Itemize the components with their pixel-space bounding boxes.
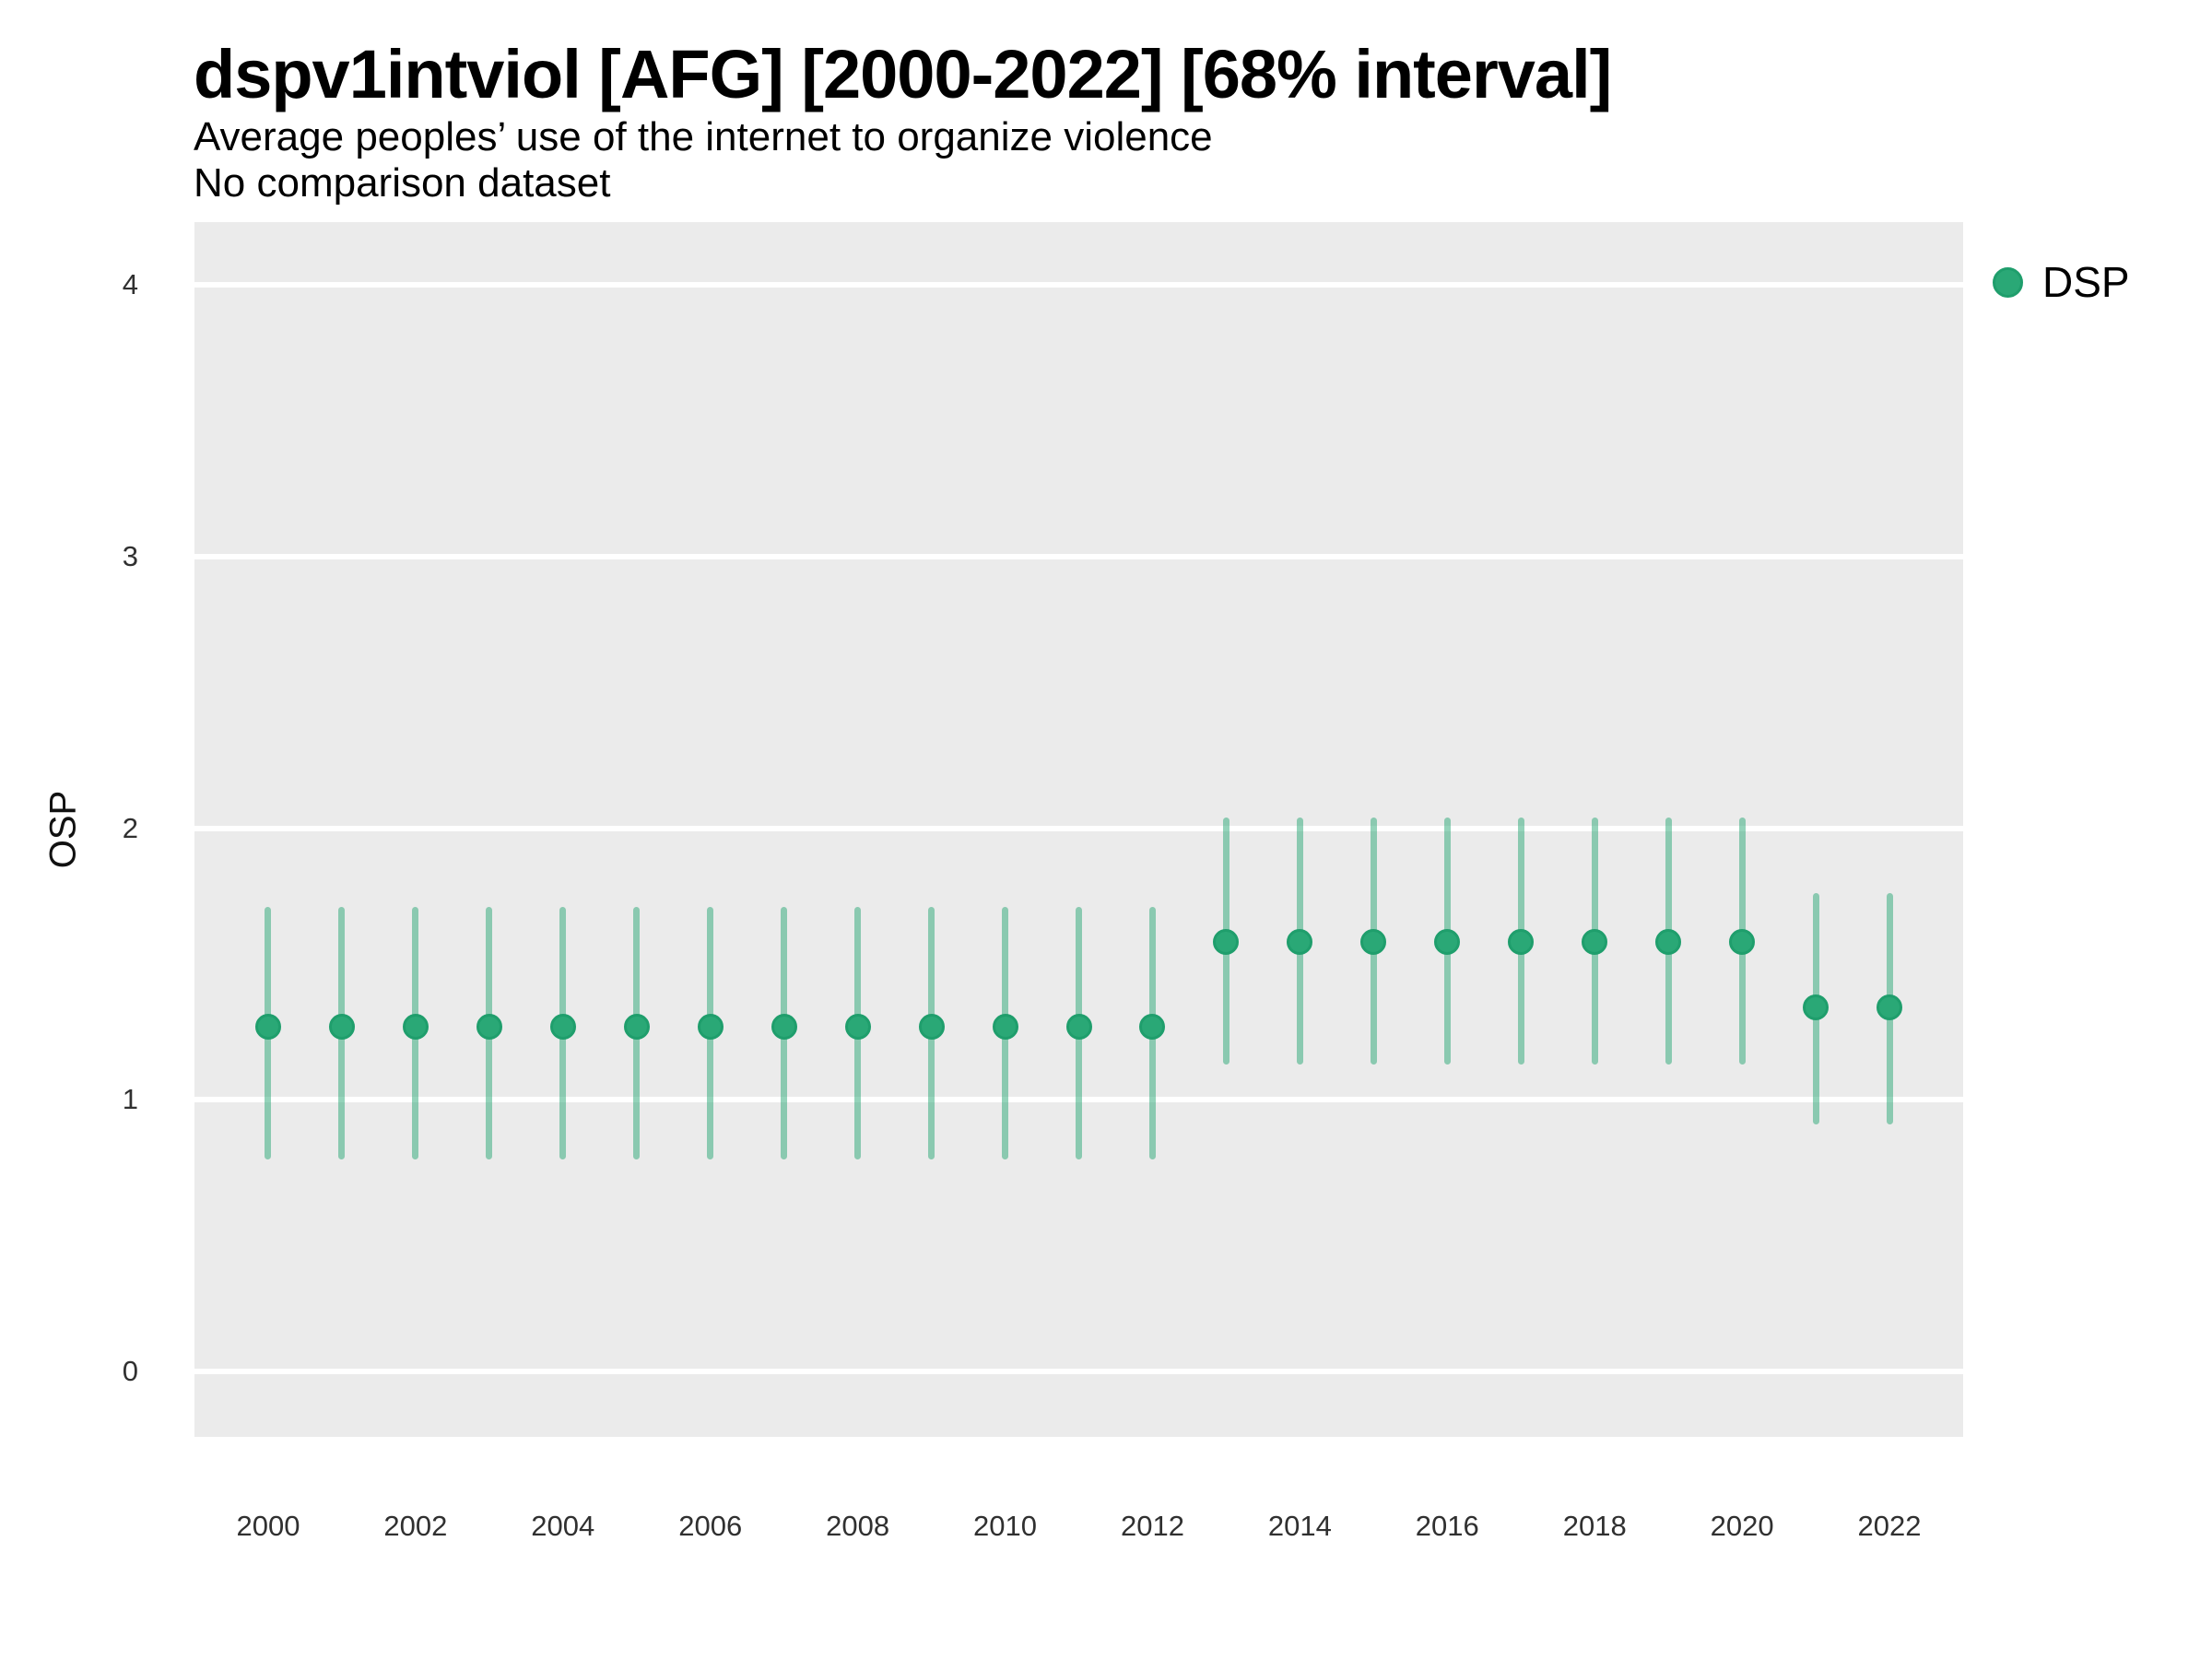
gridline-y-4 — [194, 281, 1963, 288]
x-tick-label-2012: 2012 — [1120, 1510, 1184, 1542]
data-point-2015 — [1360, 929, 1387, 956]
x-tick-label-2002: 2002 — [383, 1510, 448, 1542]
data-point-2004 — [549, 1013, 576, 1040]
y-tick-label-0: 0 — [122, 1355, 138, 1388]
data-point-2002 — [402, 1013, 429, 1040]
legend-dsp-dot-icon — [1993, 266, 2023, 298]
data-point-2022 — [1877, 994, 1903, 1021]
legend: DSP — [1993, 261, 2130, 303]
x-tick-label-2018: 2018 — [1562, 1510, 1627, 1542]
gridline-y-0 — [194, 1369, 1963, 1375]
data-point-2006 — [697, 1013, 724, 1040]
x-tick-label-2008: 2008 — [826, 1510, 890, 1542]
gridline-y-2 — [194, 825, 1963, 831]
legend-dsp-label: DSP — [2042, 258, 2130, 306]
x-tick-label-2014: 2014 — [1267, 1510, 1332, 1542]
x-tick-label-2020: 2020 — [1710, 1510, 1774, 1542]
data-point-2003 — [476, 1013, 502, 1040]
data-point-2017 — [1508, 929, 1535, 956]
y-tick-label-2: 2 — [122, 811, 138, 844]
chart-subtitle-line1: Average peoples’ use of the internet to … — [194, 114, 1213, 159]
chart-title: dspv1intviol [AFG] [2000-2022] [68% inte… — [194, 36, 1612, 112]
data-point-2013 — [1213, 929, 1240, 956]
data-point-2016 — [1434, 929, 1461, 956]
plot-panel — [194, 222, 1963, 1437]
data-point-2014 — [1287, 929, 1313, 956]
data-point-2000 — [254, 1013, 281, 1040]
data-point-2010 — [992, 1013, 1018, 1040]
x-tick-label-2022: 2022 — [1857, 1510, 1922, 1542]
y-tick-label-3: 3 — [122, 539, 138, 572]
chart-subtitle-line2: No comparison dataset — [194, 160, 611, 206]
data-point-2001 — [328, 1013, 355, 1040]
x-tick-label-2006: 2006 — [678, 1510, 743, 1542]
data-point-2019 — [1655, 929, 1682, 956]
y-tick-label-4: 4 — [122, 267, 138, 300]
data-point-2018 — [1582, 929, 1608, 956]
data-point-2020 — [1729, 929, 1756, 956]
data-point-2007 — [771, 1013, 797, 1040]
x-tick-label-2004: 2004 — [531, 1510, 595, 1542]
y-tick-label-1: 1 — [122, 1083, 138, 1116]
data-point-2012 — [1139, 1013, 1166, 1040]
data-point-2008 — [844, 1013, 871, 1040]
data-point-2009 — [918, 1013, 945, 1040]
x-tick-label-2000: 2000 — [236, 1510, 300, 1542]
x-tick-label-2016: 2016 — [1415, 1510, 1479, 1542]
x-tick-label-2010: 2010 — [973, 1510, 1038, 1542]
chart-subtitle: Average peoples’ use of the internet to … — [194, 114, 1213, 206]
data-point-2011 — [1065, 1013, 1092, 1040]
gridline-y-3 — [194, 553, 1963, 559]
data-point-2005 — [623, 1013, 650, 1040]
data-point-2021 — [1803, 994, 1830, 1021]
